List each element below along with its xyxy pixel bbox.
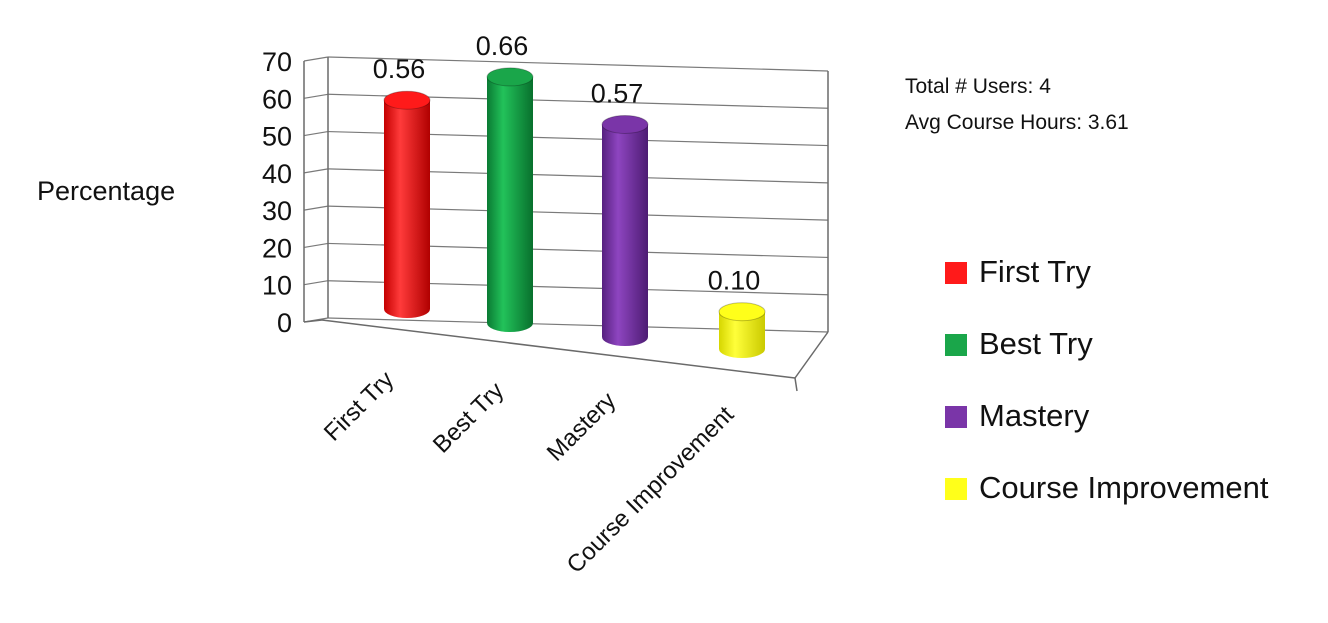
x-tick-label: Best Try bbox=[428, 377, 509, 458]
x-tick-label: Mastery bbox=[542, 387, 621, 466]
gridline-depth bbox=[303, 242, 329, 249]
data-label: 0.56 bbox=[373, 54, 426, 84]
legend-swatch bbox=[945, 334, 967, 356]
bar-top bbox=[383, 90, 431, 110]
bar-top bbox=[486, 67, 534, 87]
data-labels: 0.56 0.66 0.57 0.10 bbox=[373, 31, 761, 296]
total-users-text: Total # Users: 4 bbox=[905, 75, 1051, 98]
gridline-depth bbox=[303, 205, 329, 211]
legend-label: Best Try bbox=[979, 326, 1093, 361]
y-tick-label: 0 bbox=[277, 308, 292, 338]
data-label: 0.10 bbox=[708, 266, 761, 296]
floor-corner-tick bbox=[794, 377, 798, 392]
legend-label: Mastery bbox=[979, 398, 1090, 433]
y-tick-label: 10 bbox=[262, 271, 292, 301]
bar-first-try bbox=[384, 100, 430, 318]
gridline-depth bbox=[303, 280, 329, 286]
legend-swatch bbox=[945, 406, 967, 428]
gridline-depth bbox=[303, 168, 329, 174]
bar-top bbox=[601, 114, 649, 134]
floor-right-edge bbox=[794, 331, 829, 379]
y-tick-label: 20 bbox=[262, 233, 292, 263]
bar-best-try bbox=[487, 76, 533, 333]
y-tick-label: 40 bbox=[262, 159, 292, 189]
y-tick-label: 30 bbox=[262, 196, 292, 226]
bar-course-improvement bbox=[719, 311, 765, 358]
bar-top bbox=[718, 302, 766, 322]
y-axis-ticks: 0 10 20 30 40 50 60 70 bbox=[262, 47, 292, 338]
gridline-depth bbox=[303, 56, 329, 62]
legend-swatch bbox=[945, 262, 967, 284]
x-tick-label: First Try bbox=[319, 366, 399, 446]
data-label: 0.57 bbox=[591, 78, 644, 108]
y-tick-label: 60 bbox=[262, 84, 292, 114]
data-label: 0.66 bbox=[476, 31, 529, 61]
axes bbox=[303, 57, 829, 392]
gridline-depth bbox=[303, 130, 329, 137]
bars bbox=[383, 67, 766, 358]
gridline bbox=[327, 56, 829, 72]
y-tick-label: 70 bbox=[262, 47, 292, 77]
gridline-depth bbox=[303, 93, 329, 99]
legend-label: First Try bbox=[979, 254, 1091, 289]
y-axis-label: Percentage bbox=[37, 176, 175, 206]
legend-swatch bbox=[945, 478, 967, 500]
floor-left-edge bbox=[303, 319, 323, 323]
y-tick-label: 50 bbox=[262, 122, 292, 152]
avg-course-hours-text: Avg Course Hours: 3.61 bbox=[905, 111, 1129, 134]
bar-mastery bbox=[602, 124, 648, 346]
legend-label: Course Improvement bbox=[979, 470, 1269, 505]
floor-front-edge bbox=[321, 319, 796, 379]
